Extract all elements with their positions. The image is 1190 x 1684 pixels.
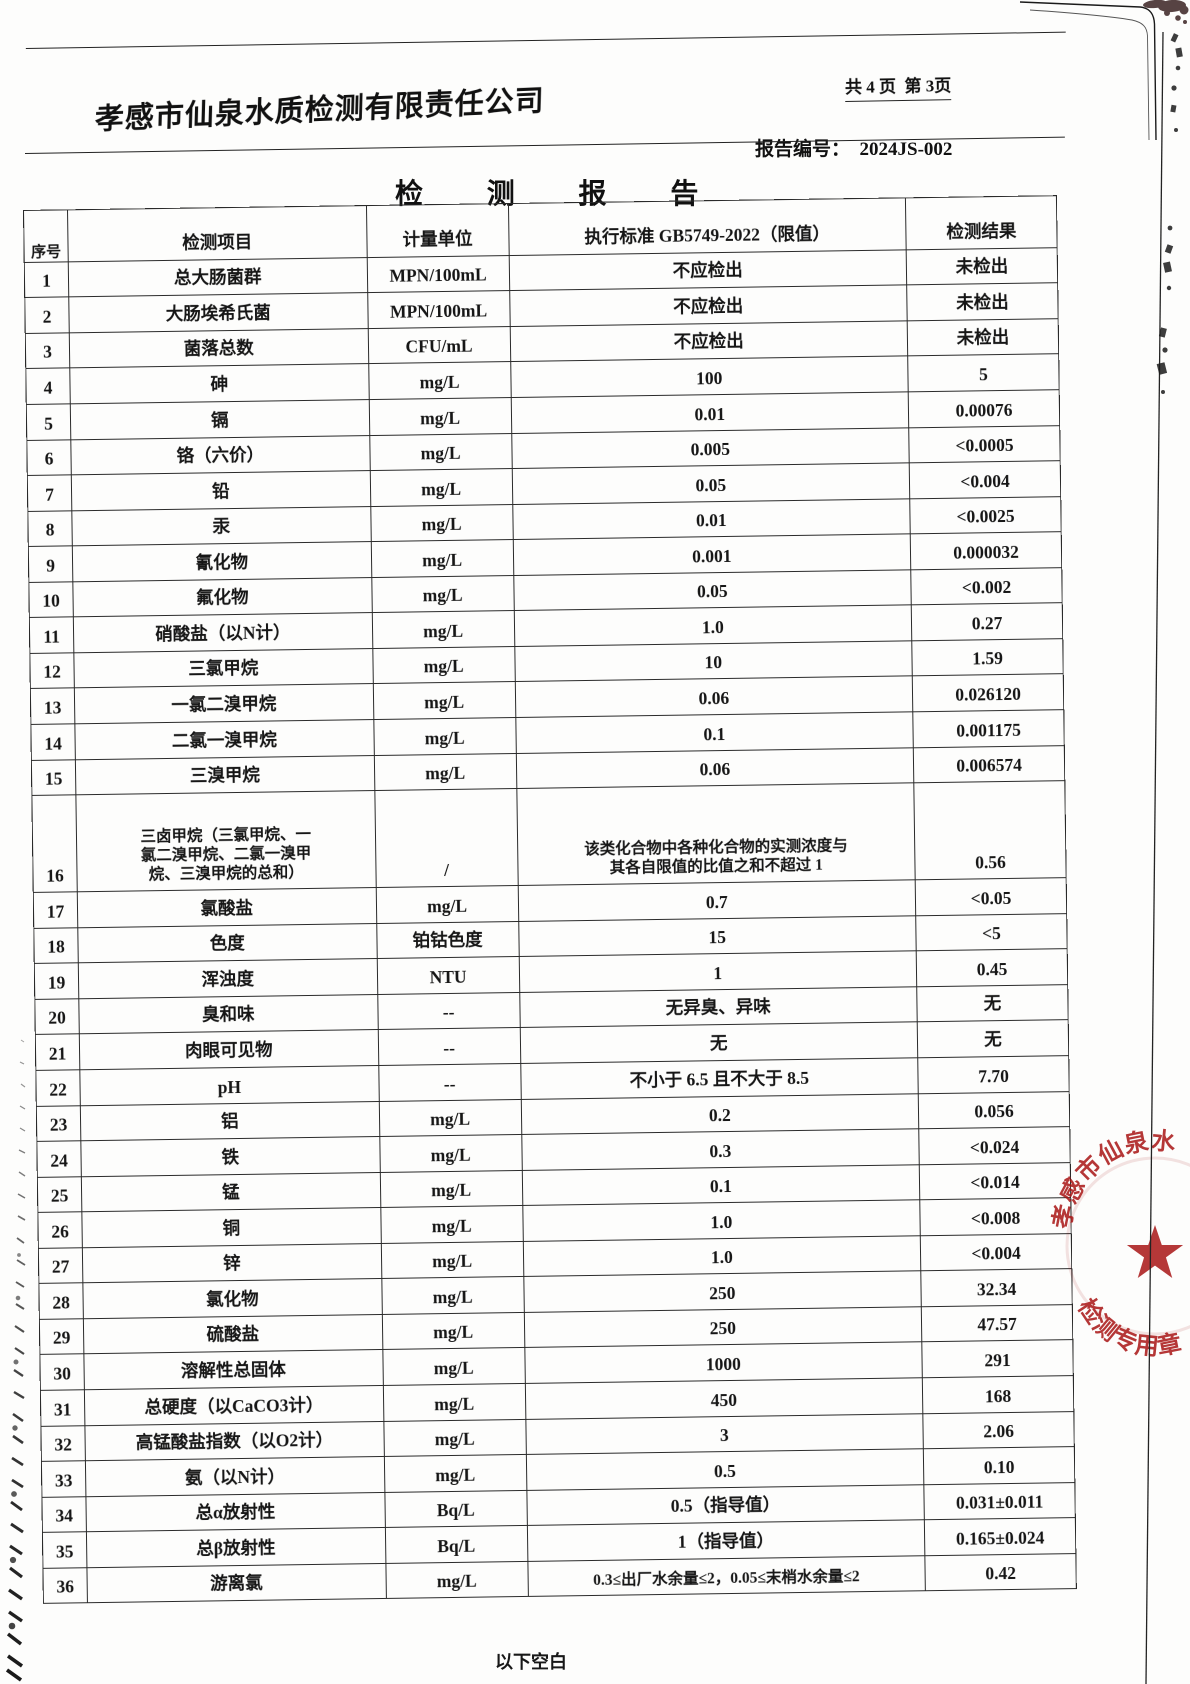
svg-text:检测专用章: 检测专用章 (1072, 1294, 1184, 1361)
svg-text:孝感市仙泉水: 孝感市仙泉水 (1049, 1127, 1178, 1231)
